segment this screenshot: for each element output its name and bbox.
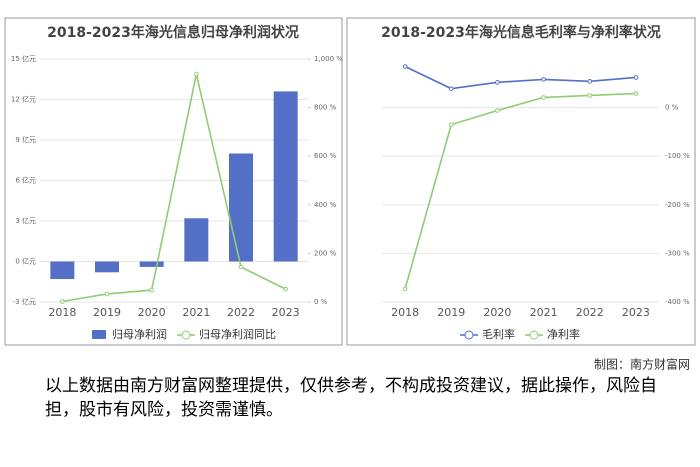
legend-label: 净利率 <box>547 327 580 341</box>
point <box>238 264 244 270</box>
point <box>587 79 593 84</box>
y-tick-label: -3 亿元 <box>13 297 36 306</box>
y2-tick-label: 200 % <box>314 249 337 257</box>
point <box>495 108 500 113</box>
y-tick-label: 6 亿元 <box>15 176 36 185</box>
point <box>283 286 288 292</box>
y2-tick-label: 0 % <box>314 298 328 306</box>
y-tick-label: 0 % <box>665 104 679 112</box>
y-tick-label: -100 % <box>665 152 690 160</box>
right-panel <box>346 17 696 346</box>
point <box>149 287 154 293</box>
bar <box>273 91 298 262</box>
point <box>495 80 500 85</box>
x-tick-label: 2022 <box>227 306 255 319</box>
y2-tick-label: 400 % <box>314 201 337 209</box>
point <box>60 299 65 304</box>
y2-tick-label: 1,000 % <box>314 55 343 63</box>
point <box>633 75 639 80</box>
line <box>404 92 636 290</box>
point <box>633 91 639 96</box>
y2-tick-label: 600 % <box>314 152 337 160</box>
y-tick-label: 15 亿元 <box>11 54 36 63</box>
chart-title: 2018-2023年海光信息归母净利润状况 <box>47 24 299 41</box>
legend-label: 毛利率 <box>482 327 515 341</box>
point <box>541 95 546 100</box>
legend-swatch <box>529 330 539 340</box>
x-tick-label: 2021 <box>182 306 210 319</box>
x-tick-label: 2019 <box>93 306 121 319</box>
y-tick-label: 9 亿元 <box>15 135 36 144</box>
y-tick-label: 12 亿元 <box>11 95 36 104</box>
bar <box>184 218 209 262</box>
legend-label: 归母净利润 <box>112 327 167 341</box>
x-tick-label: 2020 <box>483 306 511 319</box>
point <box>541 77 546 82</box>
x-tick-label: 2018 <box>391 306 419 319</box>
legend-label: 归母净利润同比 <box>199 327 276 341</box>
y-tick-label: -400 % <box>665 298 690 306</box>
line <box>62 73 287 303</box>
x-tick-label: 2019 <box>437 306 465 319</box>
charts: 制图：南方财富网 2018-2023年海光信息归母净利润状况 -3 亿元 0 亿元 3… <box>4 17 696 372</box>
legend-swatch <box>464 330 474 340</box>
legend-swatch <box>92 330 106 339</box>
point <box>402 286 408 292</box>
point <box>402 64 408 69</box>
x-tick-label: 2023 <box>622 306 650 319</box>
line <box>404 65 636 90</box>
chart-title: 2018-2023年海光信息毛利率与净利率状况 <box>381 24 661 41</box>
bar <box>229 153 253 262</box>
x-tick-label: 2018 <box>48 306 76 319</box>
bar <box>50 261 75 280</box>
y2-tick-label: 800 % <box>314 104 337 112</box>
x-tick-label: 2020 <box>138 306 166 319</box>
bar <box>139 261 164 267</box>
point <box>587 93 593 98</box>
x-tick-label: 2023 <box>272 306 300 319</box>
x-tick-label: 2022 <box>576 306 604 319</box>
point <box>448 86 454 91</box>
y-tick-label: 0 亿元 <box>15 257 36 266</box>
point <box>104 291 110 297</box>
point <box>194 71 199 77</box>
y-tick-label: -300 % <box>665 249 690 257</box>
point <box>448 122 454 127</box>
y-tick-label: 3 亿元 <box>15 216 36 225</box>
disclaimer: 以上数据由南方财富网整理提供，仅供参考，不构成投资建议，据此操作，风险自担，股市… <box>45 376 657 420</box>
bar <box>95 261 119 273</box>
x-tick-label: 2021 <box>530 306 558 319</box>
source: 制图：南方财富网 <box>594 357 690 372</box>
legend-swatch <box>181 330 191 340</box>
y-tick-label: -200 % <box>665 201 690 209</box>
